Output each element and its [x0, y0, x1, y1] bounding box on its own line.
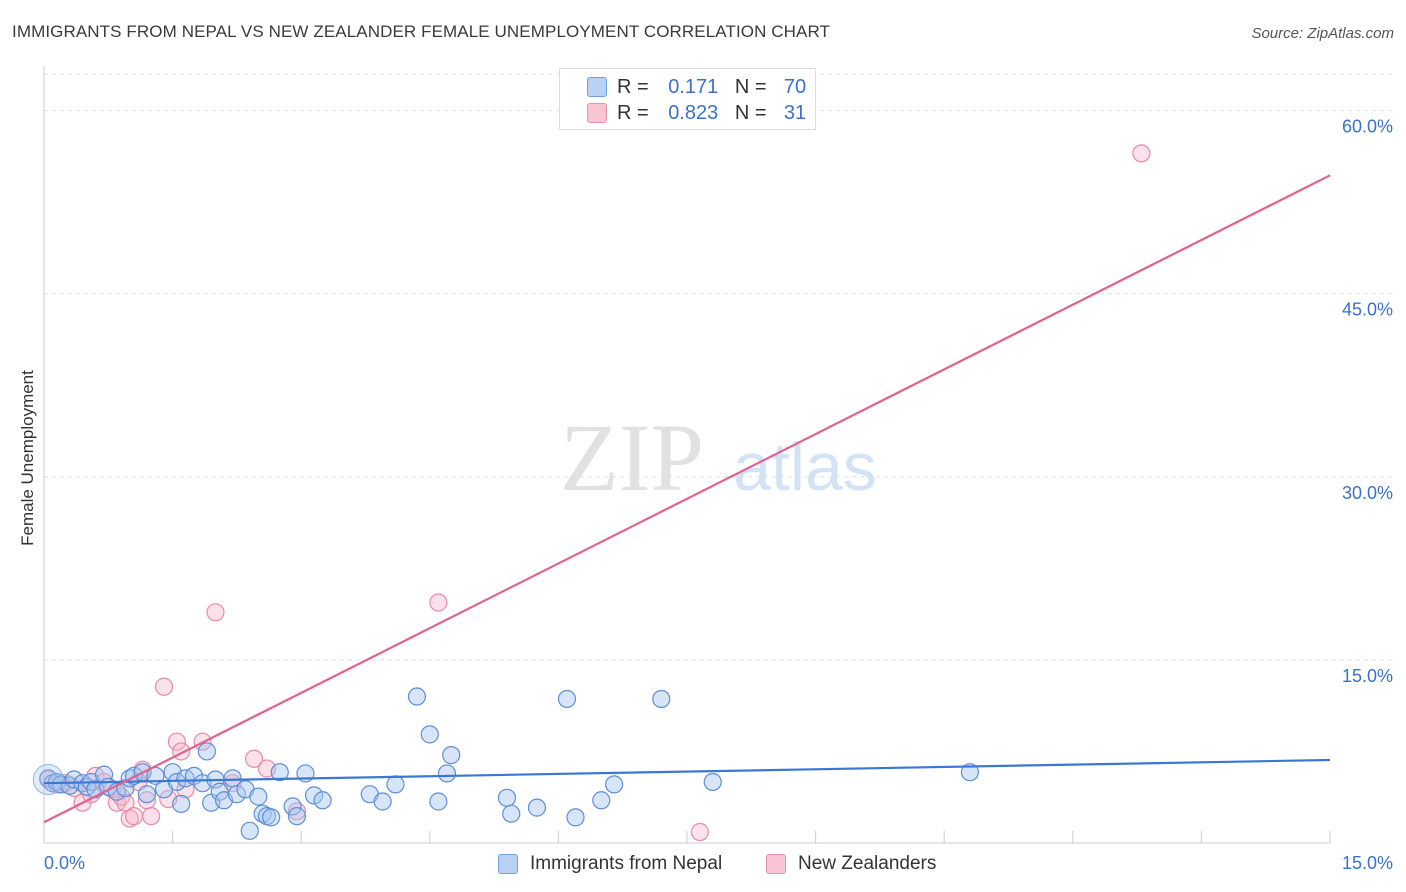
point-nepal [262, 808, 281, 827]
point-nepal [557, 689, 577, 709]
r-value: 0.823 [668, 101, 719, 124]
point-nepal [605, 775, 624, 794]
point-nepal [437, 764, 457, 783]
trend-line-nepal [43, 758, 1331, 785]
point-nepal [429, 792, 448, 811]
watermark-atlas: atlas [733, 429, 877, 505]
point-new-zealander [429, 593, 448, 612]
y-tick-label: 15.0% [1342, 666, 1393, 686]
r-value: 0.171 [668, 75, 719, 98]
points-nepal [32, 687, 980, 840]
watermark: ZIP atlas [560, 404, 877, 511]
point-nepal [703, 772, 722, 792]
n-label: N = [734, 101, 767, 124]
legend-item-nz[interactable]: New Zealanders [766, 852, 936, 876]
swatch-nz [587, 103, 607, 123]
point-nepal [227, 785, 246, 804]
n-value: 70 [783, 75, 807, 98]
swatch-nepal [498, 854, 518, 874]
legend-item-nepal[interactable]: Immigrants from Nepal [498, 852, 722, 876]
point-nepal [652, 689, 671, 709]
point-nepal [249, 787, 268, 806]
point-nepal [373, 792, 392, 811]
point-nepal-cluster [32, 764, 64, 796]
grid-lines [44, 73, 1392, 661]
point-new-zealander [142, 807, 161, 826]
legend-label-nz: New Zealanders [798, 853, 937, 874]
n-value: 31 [783, 101, 807, 124]
point-nepal [386, 775, 405, 794]
point-nepal [960, 763, 980, 782]
legend-row-nepal: R = 0.171 N = 70 [587, 75, 806, 99]
point-nepal [497, 788, 517, 807]
point-new-zealander [167, 732, 186, 751]
source-label: Source: ZipAtlas.com [1251, 25, 1394, 42]
point-nepal [172, 794, 191, 814]
point-nepal [304, 786, 324, 805]
y-tick-label: 45.0% [1342, 300, 1393, 320]
point-nepal [313, 791, 332, 810]
point-new-zealander [1132, 144, 1151, 163]
point-nepal [442, 746, 461, 765]
point-nepal [420, 725, 439, 744]
y-tick-label: 60.0% [1342, 117, 1393, 137]
point-nepal [283, 797, 302, 816]
point-nepal [502, 804, 521, 823]
chart-title: IMMIGRANTS FROM NEPAL VS NEW ZEALANDER F… [12, 22, 831, 41]
legend-row-nz: R = 0.823 N = 31 [587, 101, 806, 125]
point-new-zealander [124, 807, 144, 826]
point-nepal [592, 791, 611, 810]
point-nepal [270, 763, 289, 782]
point-new-zealander [244, 749, 264, 768]
r-label: R = [617, 101, 649, 124]
point-nepal [407, 687, 427, 706]
point-new-zealander [154, 677, 174, 696]
watermark-zip: ZIP [560, 404, 704, 511]
point-new-zealander [206, 603, 225, 622]
point-nepal [566, 808, 585, 827]
trend-lines [43, 174, 1331, 824]
point-nepal [527, 798, 547, 817]
swatch-nz [766, 854, 786, 874]
y-tick-label: 30.0% [1342, 483, 1393, 503]
tick-labels: 15.0% 30.0% 45.0% 60.0% 0.0% 15.0% [44, 117, 1393, 873]
swatch-nepal [587, 77, 607, 97]
legend-label-nepal: Immigrants from Nepal [530, 853, 723, 874]
correlation-legend: R = 0.171 N = 70 R = 0.823 N = 31 [559, 68, 816, 130]
axes [43, 66, 1331, 844]
point-nepal [137, 785, 156, 804]
point-nepal [287, 807, 307, 826]
n-label: N = [734, 75, 767, 98]
point-nepal [197, 742, 216, 761]
r-label: R = [617, 75, 649, 98]
x-tick-label: 15.0% [1342, 853, 1393, 873]
trend-line-new-zealanders [43, 174, 1331, 824]
point-nepal [240, 821, 259, 840]
x-tick-label: 0.0% [44, 853, 85, 873]
point-new-zealander [690, 822, 709, 842]
